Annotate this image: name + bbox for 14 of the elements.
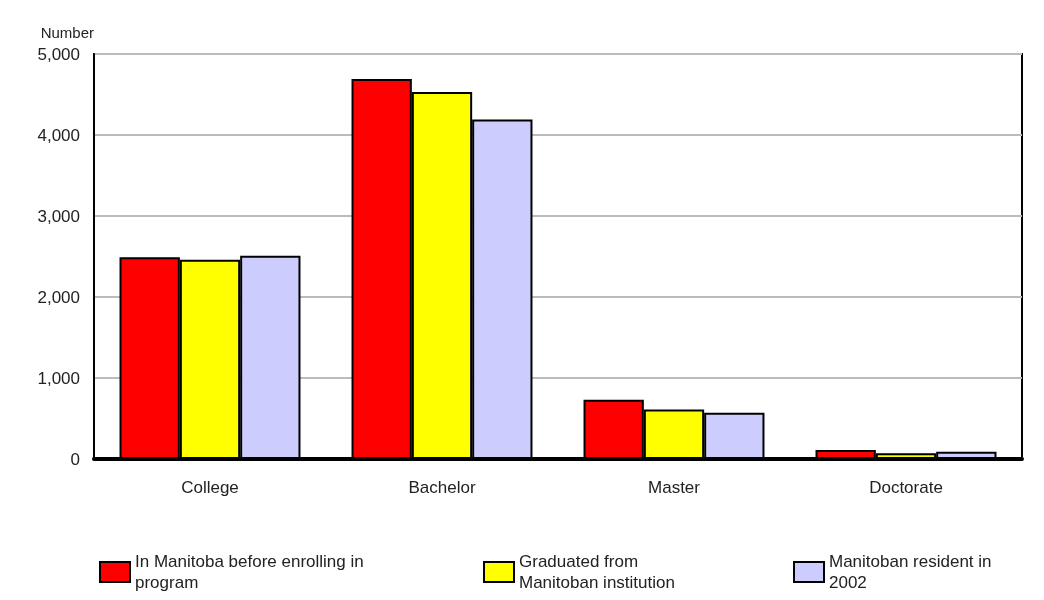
y-tick-label: 1,000: [37, 368, 80, 388]
y-tick-label: 4,000: [37, 125, 80, 145]
x-tick-label: Bachelor: [408, 478, 476, 497]
y-tick-label: 2,000: [37, 287, 80, 307]
x-tick-label: Doctorate: [869, 478, 943, 497]
legend-label: Graduated from Manitoban institution: [519, 552, 675, 592]
legend-label: Manitoban resident in 2002: [829, 552, 997, 592]
y-tick-label: 0: [70, 449, 80, 469]
legend-label: In Manitoba before enrolling in program: [135, 552, 369, 592]
x-tick-label: Master: [648, 478, 701, 497]
y-axis-title: Number: [40, 24, 94, 41]
y-tick-label: 5,000: [37, 44, 80, 64]
y-tick-label: 3,000: [37, 206, 80, 226]
x-tick-label: College: [181, 478, 239, 497]
